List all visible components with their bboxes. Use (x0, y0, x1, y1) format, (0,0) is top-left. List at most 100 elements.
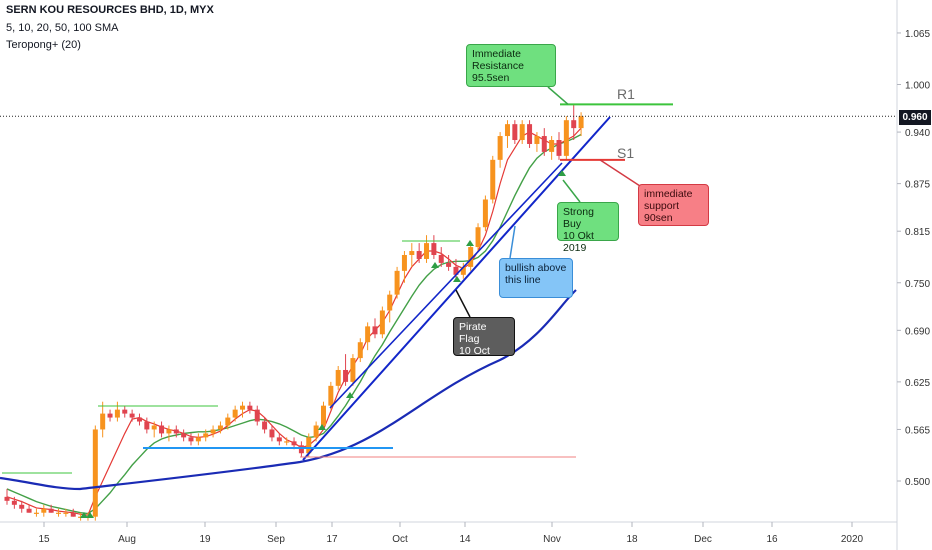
candle-body (394, 270, 400, 295)
s1-label: S1 (617, 145, 635, 161)
x-tick-label: Sep (267, 534, 285, 545)
candle-body (424, 243, 430, 259)
y-tick-label: 0.875 (905, 180, 930, 191)
candle-body (534, 136, 540, 144)
candle-body (527, 124, 533, 144)
candle-body (357, 342, 363, 359)
pirate-flag-callout[interactable]: Pirate Flag 10 Oct 2019 (453, 317, 515, 369)
support-callout[interactable]: immediate support 90sen (638, 184, 709, 226)
y-tick-label: 1.065 (905, 29, 930, 40)
strong-buy-callout[interactable]: Strong Buy 10 Okt 2019 (557, 202, 619, 254)
candle-body (56, 512, 62, 514)
x-tick-label: Oct (392, 534, 408, 545)
candle-body (438, 254, 444, 263)
candle-body (33, 512, 39, 514)
candle-body (291, 441, 297, 446)
bullish-trendline (329, 162, 563, 409)
ma-long-line (0, 289, 577, 491)
y-tick-label: 0.625 (905, 378, 930, 389)
candle-body (512, 124, 518, 141)
candle-body (203, 433, 209, 438)
buy-marker (346, 392, 354, 398)
candle-body (320, 405, 326, 426)
y-tick-label: 0.500 (905, 477, 930, 488)
candle-body (284, 441, 290, 443)
indicator-legend[interactable]: Teropong+ (20) (6, 39, 81, 51)
candle-body (107, 413, 113, 418)
candle-body (563, 120, 569, 156)
candle-body (328, 385, 334, 406)
candle-body (210, 429, 216, 434)
candle-body (114, 409, 120, 418)
candle-body (269, 429, 275, 438)
candle-body (19, 504, 25, 509)
buy-marker (453, 276, 461, 282)
candle-body (504, 124, 510, 137)
x-tick-label: 15 (38, 534, 50, 545)
candle-body (343, 369, 349, 382)
x-tick-label: Dec (694, 534, 712, 545)
candle-body (232, 409, 238, 418)
time-axis[interactable]: 15 Aug 19 Sep 17 Oct 14 Nov 18 Dec 16 2020 (38, 522, 864, 545)
x-tick-label: 16 (766, 534, 778, 545)
candle-body (490, 159, 496, 200)
candle-body (298, 445, 304, 454)
resistance-callout[interactable]: Immediate Resistance 95.5sen (466, 44, 556, 87)
candle-body (519, 124, 525, 141)
candle-body (468, 247, 474, 267)
y-tick-label: 1.000 (905, 81, 930, 92)
candle-body (497, 136, 503, 160)
candle-body (144, 421, 150, 430)
candle-body (460, 266, 466, 275)
drawing-overlays (0, 86, 897, 518)
candle-body (262, 421, 268, 430)
candle-body (350, 358, 356, 382)
buy-marker (318, 424, 326, 430)
r1-label: R1 (617, 86, 635, 102)
candle-body (166, 429, 172, 434)
candle-body (475, 227, 481, 248)
candle-body (41, 508, 47, 513)
x-tick-label: 2020 (841, 534, 864, 545)
last-price-tag: 0.960 (899, 110, 931, 125)
symbol-title[interactable]: SERN KOU RESOURCES BHD, 1D, MYX (6, 4, 214, 16)
candle-body (217, 425, 223, 430)
candle-body (409, 251, 415, 255)
candle-body (92, 429, 98, 517)
candle-body (254, 409, 260, 422)
candle-body (240, 405, 246, 410)
candle-body (401, 254, 407, 271)
candle-body (556, 140, 562, 156)
bullish-pointer (509, 225, 516, 259)
x-tick-label: 19 (199, 534, 211, 545)
candle-body (195, 437, 201, 442)
y-tick-label: 0.940 (905, 128, 930, 139)
candle-body (136, 417, 142, 422)
bullish-callout[interactable]: bullish above this line (499, 258, 573, 298)
candle-body (365, 326, 371, 343)
candle-body (247, 405, 253, 410)
candle-body (63, 512, 69, 514)
candle-body (578, 116, 584, 129)
ma-mid-line (6, 133, 582, 515)
candle-body (335, 369, 341, 386)
strong-buy-pointer (562, 179, 581, 203)
x-tick-label: Aug (118, 534, 136, 545)
y-tick-label: 0.815 (905, 227, 930, 238)
ma-legend[interactable]: 5, 10, 20, 50, 100 SMA (6, 22, 119, 34)
candlesticks (4, 104, 584, 521)
candle-body (482, 199, 488, 228)
candle-body (26, 508, 32, 513)
candle-body (129, 413, 135, 418)
candle-body (100, 413, 106, 430)
x-tick-label: 14 (459, 534, 471, 545)
buy-marker (86, 512, 94, 518)
trendline (302, 116, 611, 461)
candle-body (416, 251, 422, 259)
candle-body (11, 500, 17, 505)
candle-body (4, 496, 10, 501)
buy-marker (80, 512, 88, 518)
buy-marker (431, 262, 439, 268)
